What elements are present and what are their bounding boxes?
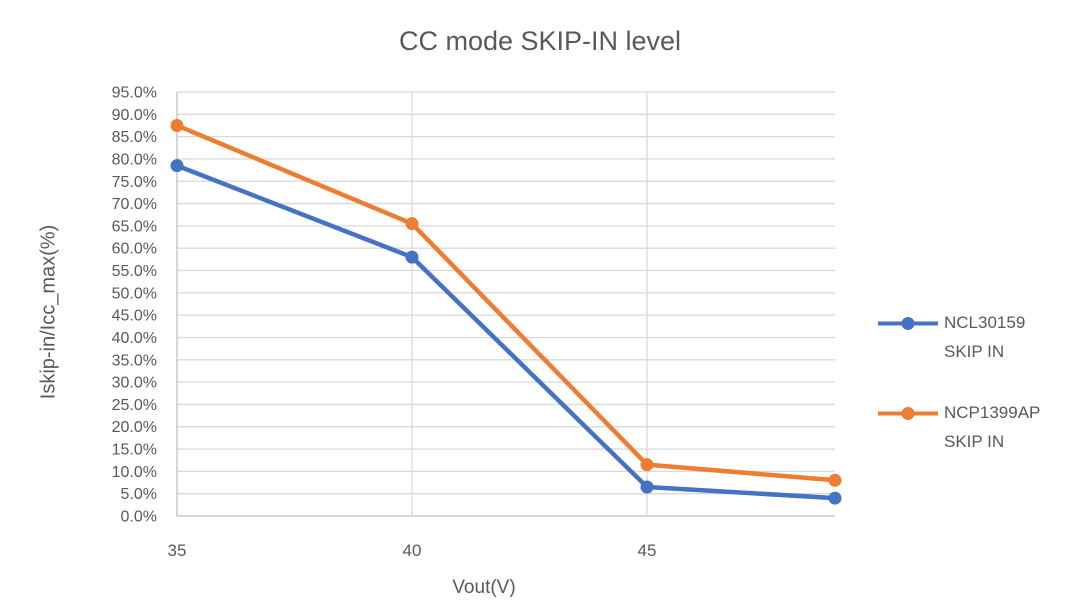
y-tick-label: 70.0% <box>112 196 157 213</box>
y-tick-label: 20.0% <box>112 419 157 436</box>
y-tick-label: 60.0% <box>112 241 157 258</box>
y-tick-label: 40.0% <box>112 330 157 347</box>
legend-line-marker-icon <box>878 407 938 420</box>
y-tick-label: 95.0% <box>112 85 157 102</box>
x-tick-label: 40 <box>403 541 422 560</box>
series-point-1 <box>640 458 654 472</box>
y-tick-label: 30.0% <box>112 375 157 392</box>
series-point-1 <box>170 118 184 132</box>
series-line-0 <box>174 163 838 501</box>
legend-label: NCP1399AP SKIP IN <box>944 398 1040 456</box>
series-line-1 <box>174 123 838 483</box>
y-tick-label: 10.0% <box>112 464 157 481</box>
y-tick-label: 85.0% <box>112 129 157 146</box>
legend-label-line2: SKIP IN <box>944 342 1005 361</box>
x-tick-label: 35 <box>168 541 187 560</box>
y-tick-label: 5.0% <box>121 486 157 503</box>
legend-line-marker-icon <box>878 317 938 330</box>
series-point-0 <box>405 250 419 264</box>
y-tick-label: 45.0% <box>112 308 157 325</box>
legend-label-line1: NCL30159 <box>944 313 1026 332</box>
chart-title: CC mode SKIP-IN level <box>398 26 682 56</box>
y-tick-label: 55.0% <box>112 263 157 280</box>
y-tick-label: 25.0% <box>112 397 157 414</box>
series-point-1 <box>405 217 419 231</box>
legend-entry-ncp1399ap: NCP1399AP SKIP IN <box>878 398 1040 456</box>
legend-label: NCL30159 SKIP IN <box>944 308 1025 366</box>
y-tick-label: 90.0% <box>112 107 157 124</box>
legend-label-line2: SKIP IN <box>944 432 1005 451</box>
series-point-0 <box>828 491 842 505</box>
series-point-1 <box>828 473 842 487</box>
y-tick-label: 75.0% <box>112 174 157 191</box>
y-tick-label: 80.0% <box>112 151 157 168</box>
y-tick-label: 35.0% <box>112 352 157 369</box>
legend-entry-ncl30159: NCL30159 SKIP IN <box>878 308 1025 366</box>
x-tick-label: 45 <box>638 541 657 560</box>
x-axis-title: Vout(V) <box>452 577 516 598</box>
series-point-0 <box>640 480 654 494</box>
y-tick-label: 50.0% <box>112 285 157 302</box>
y-tick-label: 65.0% <box>112 218 157 235</box>
legend-label-line1: NCP1399AP <box>944 403 1041 422</box>
y-tick-label: 15.0% <box>112 442 157 459</box>
series-point-0 <box>170 159 184 173</box>
y-tick-label: 0.0% <box>121 509 157 526</box>
